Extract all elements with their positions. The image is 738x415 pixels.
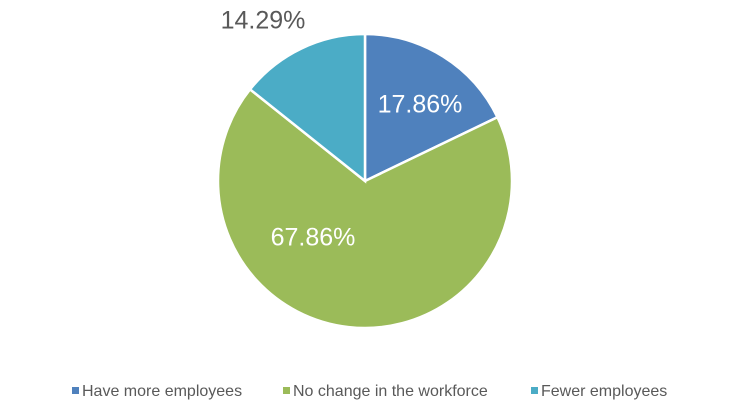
legend-marker (531, 387, 538, 394)
legend-marker (283, 387, 290, 394)
data-label: 67.86% (271, 224, 356, 252)
legend-label: No change in the workforce (293, 383, 488, 400)
pie-slice (216, 87, 514, 330)
data-label: 17.86% (378, 91, 463, 119)
legend-marker (72, 387, 79, 394)
legend-label: Fewer employees (541, 383, 667, 400)
pie-slice (248, 32, 367, 184)
legend-label: Have more employees (82, 383, 242, 400)
pie-slice (363, 32, 500, 183)
data-label: 14.29% (221, 7, 306, 35)
